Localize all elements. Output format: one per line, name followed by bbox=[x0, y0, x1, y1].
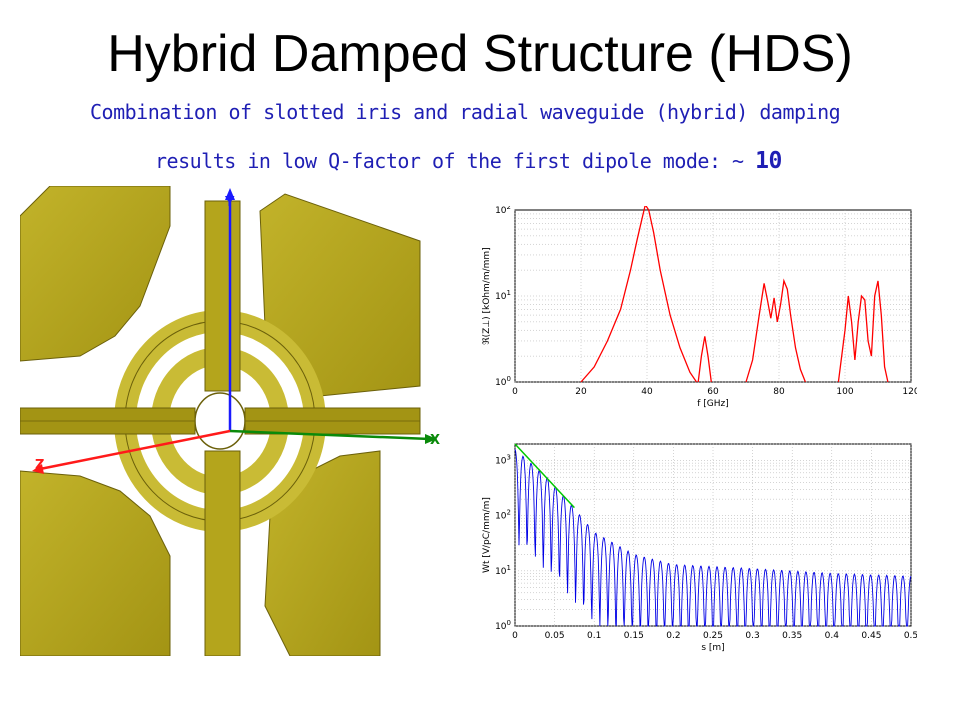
wakefield-xtick-label: 0.2 bbox=[666, 631, 680, 641]
subtitle-line-2-text: results in low Q-factor of the first dip… bbox=[155, 149, 756, 173]
hds-structure-3d-model: Y X Z bbox=[20, 186, 440, 656]
wakefield-ytick-label: 103 bbox=[495, 454, 511, 467]
wakefield-ytick-label: 100 bbox=[495, 619, 511, 632]
wakefield-xtick-label: 0.25 bbox=[703, 631, 723, 641]
impedance-xtick-label: 0 bbox=[512, 387, 518, 397]
x-axis-label: X bbox=[430, 433, 440, 448]
wakefield-xtick-label: 0.1 bbox=[587, 631, 601, 641]
subtitle-line-1: Combination of slotted iris and radial w… bbox=[90, 100, 841, 124]
wakefield-chart: 0 0.05 0.1 0.15 0.2 0.25 0.3 0.35 0.4 0.45 0.5 100 1… bbox=[482, 443, 917, 653]
impedance-peak-3 bbox=[745, 278, 807, 383]
impedance-peak-2 bbox=[697, 336, 712, 383]
x-axis-arrow bbox=[425, 434, 437, 444]
impedance-xtick-label: 120 bbox=[902, 387, 917, 397]
q-factor-value: 10 bbox=[755, 148, 782, 174]
wakefield-envelope-fit bbox=[514, 443, 575, 509]
wakefield-ytick-label: 102 bbox=[495, 509, 511, 522]
impedance-xlabel: f [GHz] bbox=[697, 399, 729, 409]
page-title: Hybrid Damped Structure (HDS) bbox=[107, 25, 853, 83]
impedance-xtick-label: 40 bbox=[641, 387, 653, 397]
wakefield-xtick-label: 0.15 bbox=[624, 631, 644, 641]
wakefield-xtick-label: 0.4 bbox=[825, 631, 840, 641]
impedance-ytick-label: 102 bbox=[495, 206, 511, 216]
impedance-xtick-label: 80 bbox=[773, 387, 785, 397]
y-axis-label: Y bbox=[224, 195, 235, 210]
wakefield-trace bbox=[514, 449, 912, 627]
y-axis-arrow bbox=[225, 188, 235, 200]
wakefield-xlabel: s [m] bbox=[701, 643, 724, 653]
impedance-xtick-label: 20 bbox=[575, 387, 587, 397]
wakefield-xtick-label: 0.5 bbox=[904, 631, 917, 641]
subtitle-line-2: results in low Q-factor of the first dip… bbox=[155, 148, 782, 174]
wakefield-xtick-label: 0.45 bbox=[861, 631, 881, 641]
impedance-chart: 0 20 40 60 80 100 120 100 101 102 f [GHz] ℜ(Z⊥) [kO… bbox=[482, 206, 917, 409]
impedance-xtick-label: 100 bbox=[836, 387, 853, 397]
wakefield-xtick-label: 0 bbox=[512, 631, 518, 641]
wakefield-xtick-label: 0.35 bbox=[782, 631, 802, 641]
wakefield-ylabel: Wt [V/pC/mm/m] bbox=[482, 497, 492, 573]
z-axis-arrow bbox=[32, 464, 44, 474]
z-axis-line bbox=[39, 429, 231, 471]
x-axis-line bbox=[229, 429, 431, 441]
wakefield-ytick-label: 101 bbox=[495, 564, 511, 577]
z-axis-label: Z bbox=[35, 458, 44, 473]
impedance-peak-4 bbox=[837, 280, 889, 383]
impedance-ytick-label: 100 bbox=[495, 375, 511, 388]
wakefield-xtick-label: 0.3 bbox=[745, 631, 759, 641]
impedance-peak-1 bbox=[580, 206, 698, 383]
wakefield-xtick-label: 0.05 bbox=[545, 631, 565, 641]
cell-body bbox=[20, 186, 421, 656]
impedance-xtick-label: 60 bbox=[707, 387, 719, 397]
impedance-ylabel: ℜ(Z⊥) [kOhm/m/mm] bbox=[482, 247, 492, 344]
impedance-ytick-label: 101 bbox=[495, 289, 511, 302]
